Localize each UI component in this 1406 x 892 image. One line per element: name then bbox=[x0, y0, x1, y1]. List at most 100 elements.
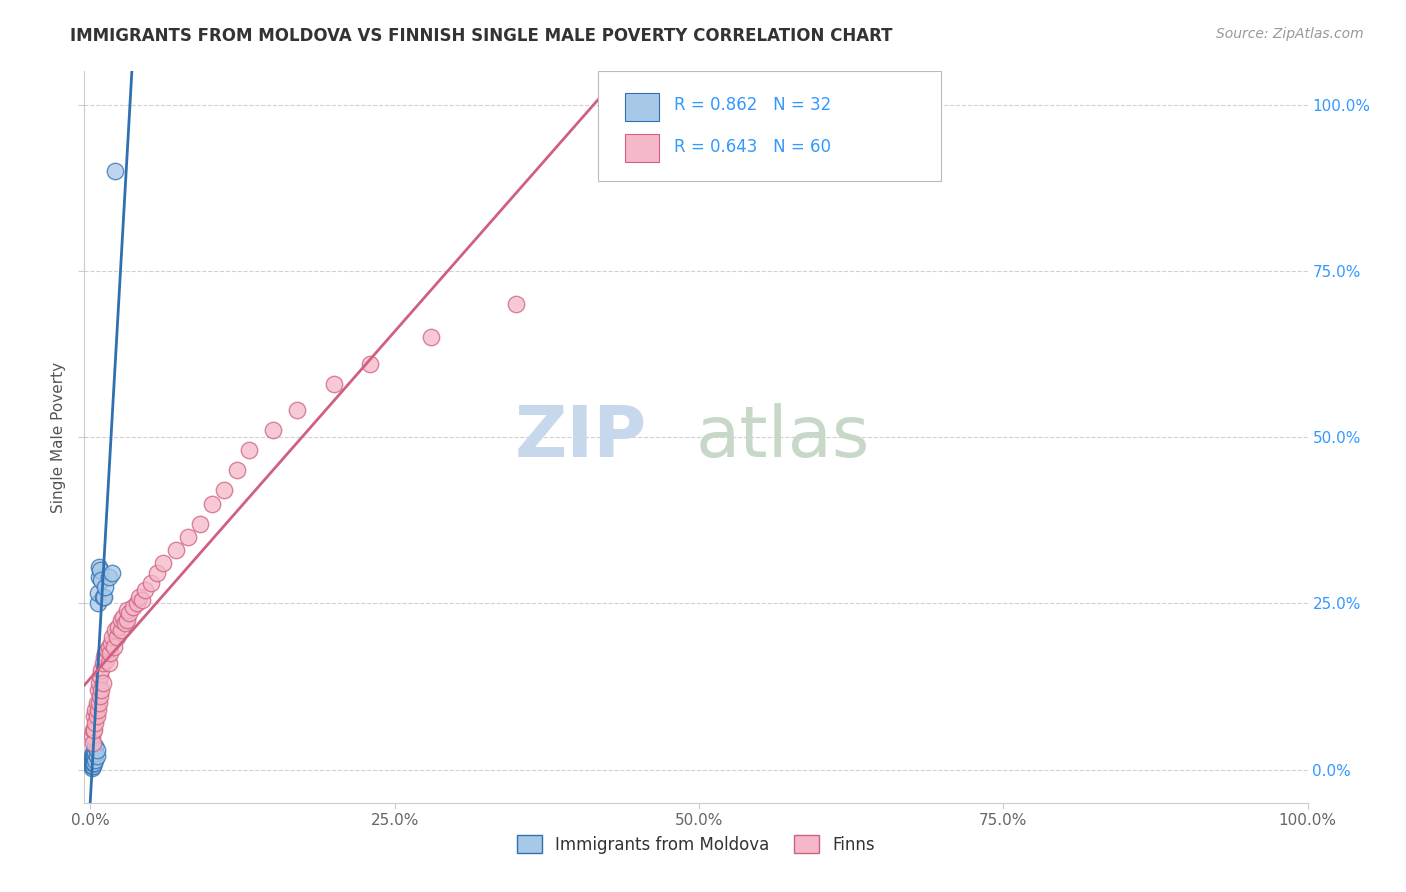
Point bbox=[82, 756, 104, 770]
Point bbox=[80, 759, 103, 773]
Point bbox=[141, 576, 163, 591]
Point bbox=[112, 609, 135, 624]
Point bbox=[107, 619, 129, 633]
Point bbox=[420, 330, 443, 344]
Text: atlas: atlas bbox=[696, 402, 870, 472]
Point bbox=[146, 566, 169, 581]
Point bbox=[82, 759, 104, 773]
Point bbox=[110, 623, 132, 637]
Point bbox=[80, 754, 103, 768]
Point bbox=[128, 590, 150, 604]
Point bbox=[80, 729, 103, 743]
Point bbox=[104, 623, 127, 637]
Y-axis label: Single Male Poverty: Single Male Poverty bbox=[51, 361, 66, 513]
Point bbox=[87, 596, 110, 610]
Point bbox=[125, 596, 148, 610]
Point bbox=[87, 676, 110, 690]
Point bbox=[87, 682, 110, 697]
Point bbox=[262, 424, 284, 438]
Point bbox=[80, 757, 103, 772]
Point bbox=[152, 557, 174, 571]
Point bbox=[100, 636, 122, 650]
Point bbox=[90, 573, 112, 587]
Point bbox=[97, 640, 120, 654]
Point bbox=[94, 580, 117, 594]
Point bbox=[134, 582, 156, 597]
Point bbox=[118, 607, 141, 621]
Point bbox=[82, 736, 104, 750]
Point bbox=[91, 590, 114, 604]
Point bbox=[86, 749, 108, 764]
Point bbox=[80, 749, 103, 764]
Point bbox=[201, 497, 224, 511]
Point bbox=[84, 753, 107, 767]
Point bbox=[93, 649, 115, 664]
Point bbox=[188, 516, 211, 531]
Point bbox=[80, 752, 103, 766]
Point bbox=[80, 761, 103, 775]
Point bbox=[101, 630, 124, 644]
Point bbox=[82, 753, 104, 767]
Point bbox=[115, 603, 138, 617]
Point bbox=[96, 643, 118, 657]
Point bbox=[86, 742, 108, 756]
Point bbox=[105, 630, 128, 644]
Point bbox=[82, 746, 104, 760]
Point bbox=[82, 723, 104, 737]
Point bbox=[96, 653, 118, 667]
Text: IMMIGRANTS FROM MOLDOVA VS FINNISH SINGLE MALE POVERTY CORRELATION CHART: IMMIGRANTS FROM MOLDOVA VS FINNISH SINGL… bbox=[70, 27, 893, 45]
Point bbox=[114, 616, 136, 631]
Point bbox=[87, 570, 110, 584]
Point bbox=[84, 703, 107, 717]
Point bbox=[91, 656, 114, 670]
Point bbox=[122, 599, 145, 614]
Point bbox=[83, 749, 105, 764]
Point bbox=[87, 703, 110, 717]
Point bbox=[84, 716, 107, 731]
Point bbox=[87, 559, 110, 574]
Point bbox=[83, 742, 105, 756]
Point bbox=[93, 590, 115, 604]
FancyBboxPatch shape bbox=[598, 71, 941, 181]
Point bbox=[86, 709, 108, 723]
Point bbox=[131, 593, 153, 607]
Point bbox=[322, 376, 344, 391]
Point bbox=[84, 739, 107, 754]
Point bbox=[115, 613, 138, 627]
Point bbox=[82, 749, 104, 764]
Point bbox=[214, 483, 236, 498]
Text: R = 0.862   N = 32: R = 0.862 N = 32 bbox=[673, 96, 831, 114]
Point bbox=[505, 297, 527, 311]
Point bbox=[83, 723, 105, 737]
Legend: Immigrants from Moldova, Finns: Immigrants from Moldova, Finns bbox=[510, 829, 882, 860]
Point bbox=[104, 164, 127, 178]
Point bbox=[97, 656, 120, 670]
Point bbox=[177, 530, 200, 544]
Point bbox=[89, 563, 111, 577]
Point bbox=[90, 682, 112, 697]
Point bbox=[94, 646, 117, 660]
Point bbox=[89, 669, 111, 683]
Point bbox=[87, 586, 110, 600]
Point bbox=[90, 663, 112, 677]
Point bbox=[87, 696, 110, 710]
Point bbox=[285, 403, 308, 417]
Point bbox=[97, 570, 120, 584]
Point bbox=[225, 463, 247, 477]
Point bbox=[91, 676, 114, 690]
Bar bbox=[626, 134, 659, 162]
Point bbox=[98, 646, 121, 660]
Point bbox=[103, 640, 125, 654]
Text: R = 0.643   N = 60: R = 0.643 N = 60 bbox=[673, 138, 831, 156]
Point bbox=[89, 690, 111, 704]
Point bbox=[80, 756, 103, 770]
Point bbox=[165, 543, 187, 558]
Point bbox=[101, 566, 124, 581]
Text: Source: ZipAtlas.com: Source: ZipAtlas.com bbox=[1216, 27, 1364, 41]
Point bbox=[84, 746, 107, 760]
Point bbox=[110, 613, 132, 627]
Point bbox=[359, 357, 381, 371]
Point bbox=[83, 709, 105, 723]
Point bbox=[86, 696, 108, 710]
Text: ZIP: ZIP bbox=[515, 402, 647, 472]
